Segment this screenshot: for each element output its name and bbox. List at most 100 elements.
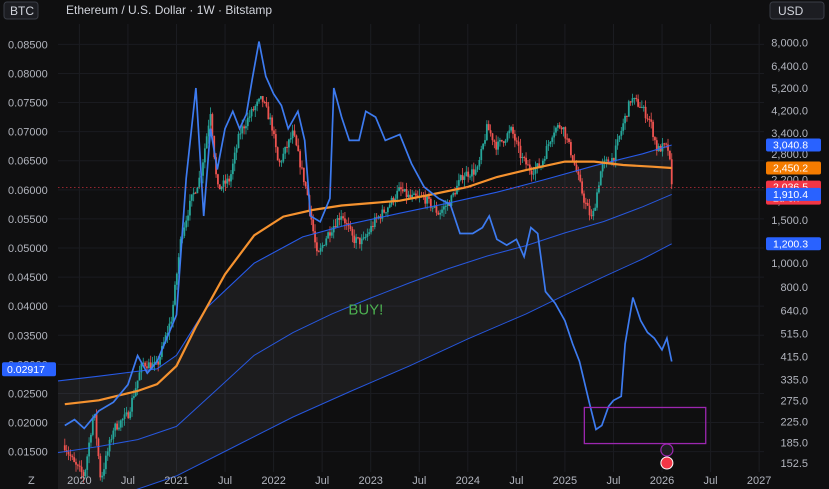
candle-body [175,273,178,285]
right-tick-label: 415.0 [780,352,808,364]
candle-body [78,465,81,467]
candle-body [233,152,236,164]
candle-body [452,193,455,196]
candle-body [170,321,173,324]
candle-body [71,456,74,458]
symbol-label: BTC [10,4,34,18]
right-tick-label: 152.5 [780,458,808,470]
candle-body [508,130,511,134]
moving-average-line [64,160,672,406]
candle-body [588,205,591,216]
candle-body [441,209,443,213]
left-tick-label: 0.08000 [8,68,48,80]
candle-body [327,232,330,239]
candle-body [605,159,608,161]
candle-body [291,130,294,139]
candle-body [280,161,283,163]
right-tick-label: 4,200.0 [771,106,808,118]
candle-body [485,124,488,141]
candle-body [569,142,572,156]
candle-body [349,226,352,229]
candle-body [413,193,415,195]
candle-body [248,116,251,118]
candle-body [493,140,496,142]
candle-body [568,138,570,143]
candle-body [345,223,348,225]
left-tick-label: 0.04000 [8,301,48,313]
candle-body [443,206,445,210]
candle-body [159,356,161,365]
x-tick-label: 2020 [67,475,91,487]
candle-body [84,469,87,477]
candle-body [439,212,442,215]
candle-body [411,194,414,198]
candle-body [362,237,365,239]
candle-body [450,195,453,206]
candle-body [601,162,604,172]
candle-body [147,362,150,369]
candle-body [381,209,384,219]
flag-icon [660,456,674,470]
candle-body [407,194,410,198]
candle-body [88,442,90,457]
candle-body [192,192,195,195]
candle-body [512,127,514,134]
indicator-lines [57,41,673,489]
chart-marks: BUY! [58,187,764,470]
candle-body [646,118,649,120]
buy-zone-box [583,406,707,445]
candle-body [612,157,615,162]
candle-body [177,257,180,274]
candle-body [91,417,94,435]
x-tick-label: 2023 [358,475,382,487]
candle-body [392,197,395,203]
candle-body [317,251,320,253]
candle-body [446,202,449,206]
candle-body [127,412,130,419]
candle-body [547,144,550,147]
candle-body [243,126,245,129]
candle-body [532,173,535,175]
right-tick-label: 1,500.0 [771,215,808,227]
buy-annotation: BUY! [348,302,383,319]
x-tick-label: 2025 [553,475,577,487]
currency-box[interactable] [769,1,825,20]
candle-body [265,102,268,107]
candle-body [231,163,234,175]
candle-body [573,160,576,165]
candle-body [435,206,438,213]
candle-body [299,151,302,168]
candle-body [571,155,574,161]
right-tick-label: 8,000.0 [771,37,808,49]
candle-body [340,216,343,220]
x-tick-label: 2022 [261,475,285,487]
candle-body [202,162,204,176]
candle-body [69,454,72,457]
candle-body [274,134,277,148]
candle-body [626,115,628,117]
candle-body [207,125,210,137]
candle-body [138,372,141,381]
candle-body [594,207,597,211]
candle-body [403,189,406,192]
candle-body [541,160,544,166]
candle-body [235,147,238,153]
candle-body [655,140,658,151]
price-tag [766,187,821,201]
candle-body [616,139,619,146]
left-tick-label: 0.07000 [8,127,48,139]
price-tag-label: 3,040.8 [773,140,808,152]
candle-body [644,106,647,119]
candle-body [614,145,617,162]
axis-corner-label[interactable]: Z [28,475,35,487]
channel-area [58,145,672,489]
middle-band-line [57,193,672,454]
candle-body [631,98,634,103]
symbol-box[interactable] [3,1,39,20]
candle-body [472,169,475,175]
candle-body [478,159,481,167]
candle-body [480,149,483,160]
candle-body [295,135,298,146]
candle-body [424,196,427,204]
